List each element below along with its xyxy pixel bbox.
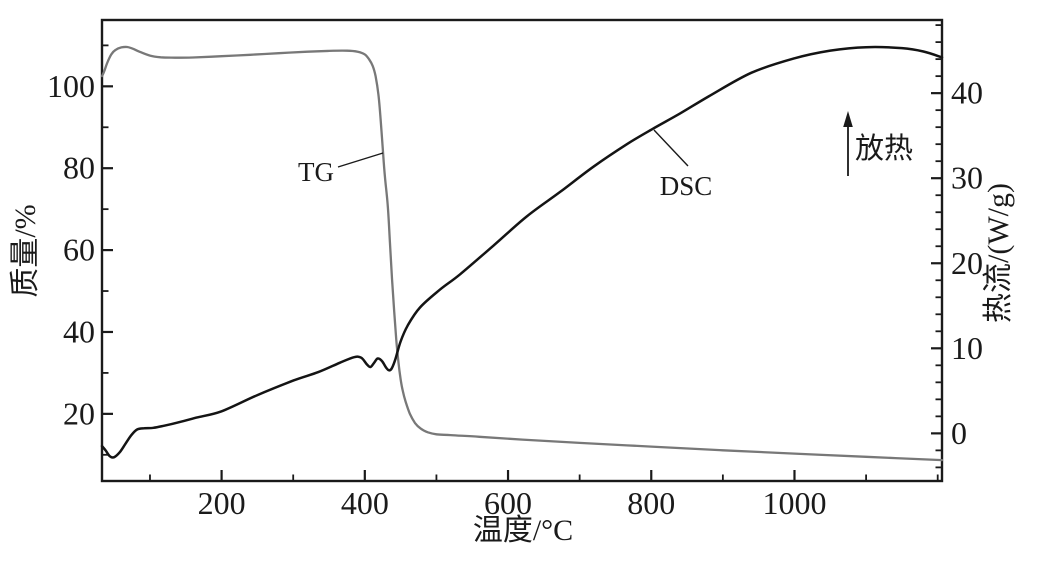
curves [100, 45, 944, 462]
dsc-curve-label: DSC [660, 171, 713, 201]
y-right-tick-label: 10 [951, 330, 983, 366]
y-right-tick-label: 30 [951, 160, 983, 196]
exothermic-label: 放热 [855, 132, 913, 165]
axis-ticks [102, 24, 942, 481]
x-tick-label: 200 [198, 485, 246, 521]
exothermic-arrow-head-icon [843, 111, 853, 127]
tg-leader-line [337, 152, 384, 168]
x-tick-label: 800 [627, 485, 675, 521]
x-tick-label: 1000 [762, 485, 826, 521]
y-right-tick-label: 40 [951, 75, 983, 111]
exothermic-annotation: 放热 [843, 111, 913, 176]
y-right-tick-label: 20 [951, 245, 983, 281]
y-left-tick-label: 20 [63, 395, 95, 431]
plot-area-border [100, 18, 944, 483]
x-axis-title: 温度/°C [473, 514, 573, 547]
y-left-tick-label: 100 [47, 68, 95, 104]
y-right-tick-label: 0 [951, 415, 967, 451]
dsc-curve [100, 45, 944, 459]
x-tick-label: 600 [484, 485, 532, 521]
dsc-leader-line [653, 129, 689, 167]
y-left-tick-label: 40 [63, 313, 95, 349]
y-left-tick-label: 60 [63, 232, 95, 268]
tg-curve [100, 45, 944, 462]
tg-curve-label: TG [298, 157, 334, 187]
y-right-axis-title: 热流/(W/g) [982, 183, 1015, 323]
y-left-tick-label: 80 [63, 150, 95, 186]
x-tick-label: 400 [341, 485, 389, 521]
y-left-axis-title: 质量/% [9, 204, 42, 297]
